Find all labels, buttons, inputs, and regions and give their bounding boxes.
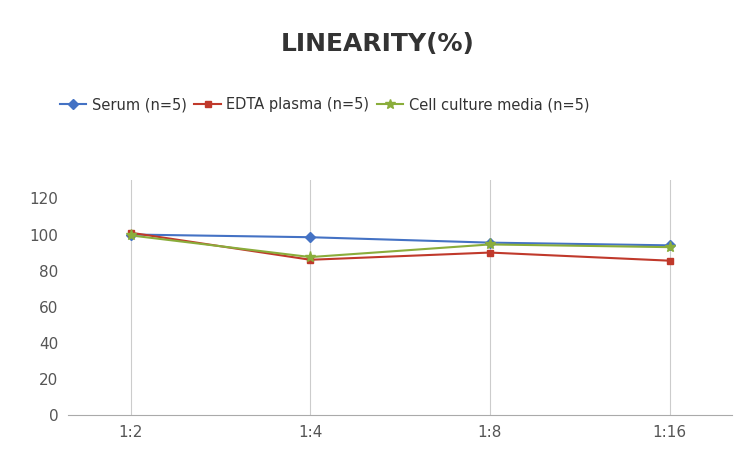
EDTA plasma (n=5) <box>126 230 135 235</box>
EDTA plasma (n=5) <box>665 258 674 263</box>
Line: Serum (n=5): Serum (n=5) <box>128 231 673 249</box>
Serum (n=5) <box>126 232 135 237</box>
Text: LINEARITY(%): LINEARITY(%) <box>281 32 474 55</box>
Cell culture media (n=5) <box>485 242 495 247</box>
Serum (n=5) <box>665 243 674 248</box>
Serum (n=5) <box>306 235 315 240</box>
Cell culture media (n=5) <box>665 244 674 250</box>
Line: EDTA plasma (n=5): EDTA plasma (n=5) <box>128 229 673 264</box>
Legend: Serum (n=5), EDTA plasma (n=5), Cell culture media (n=5): Serum (n=5), EDTA plasma (n=5), Cell cul… <box>60 97 590 112</box>
Cell culture media (n=5) <box>126 233 135 238</box>
Line: Cell culture media (n=5): Cell culture media (n=5) <box>125 230 675 262</box>
Serum (n=5) <box>485 240 495 245</box>
EDTA plasma (n=5) <box>306 257 315 262</box>
EDTA plasma (n=5) <box>485 250 495 255</box>
Cell culture media (n=5) <box>306 254 315 260</box>
